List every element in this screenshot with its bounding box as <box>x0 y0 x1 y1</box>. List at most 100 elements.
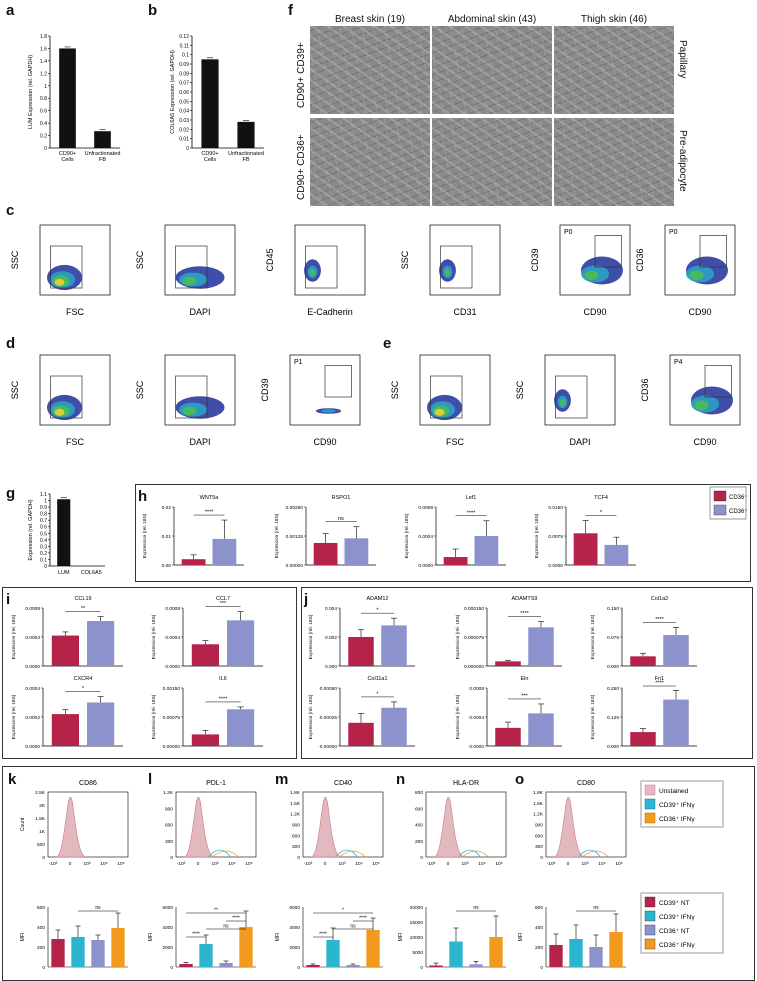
bar <box>191 734 219 746</box>
axis-label: Expression (rel. 18S) <box>11 614 17 659</box>
density-cloud <box>309 269 316 277</box>
tick-label: 0.4 <box>40 538 47 544</box>
panel-label-e: e <box>383 335 392 352</box>
bar <box>227 709 255 746</box>
chart-title: Col11a1 <box>367 676 387 682</box>
bar <box>181 559 206 565</box>
tick-label: 800 <box>415 790 423 796</box>
significance-label: ** <box>214 908 218 914</box>
tick-label: 0.000150 <box>464 606 484 612</box>
row-title: CD90+ CD36+ <box>296 134 307 200</box>
panel-h-box <box>135 484 751 582</box>
density-cloud <box>584 270 599 281</box>
tick-label: 0.1 <box>182 53 189 59</box>
category-label: CD90+ Cells <box>59 151 76 163</box>
panel-label-l: l <box>148 771 153 788</box>
tick-label: 0.0008 <box>469 686 484 692</box>
bar <box>87 621 115 666</box>
tick-label: 0 <box>420 855 423 861</box>
bar <box>573 533 598 565</box>
bar <box>528 627 554 666</box>
bar <box>313 542 338 565</box>
gate-label: P0 <box>669 229 678 236</box>
tick-label: 1.5K <box>290 801 301 807</box>
bar <box>348 722 374 746</box>
tick-label: 2.5K <box>35 790 46 796</box>
category-label: Unfractionated FB <box>228 151 264 163</box>
gate <box>50 245 83 289</box>
axis-label: MFI <box>518 933 524 942</box>
axis-label: FSC <box>66 307 85 317</box>
axis-label: Expression (rel. 18S) <box>274 513 280 558</box>
tick-label: 0.150 <box>607 606 619 612</box>
significance-label: ns <box>593 905 599 911</box>
micrograph <box>554 26 674 114</box>
legend-label: CD39⁺ IFNγ <box>659 802 695 809</box>
legend-label: Unstained <box>659 788 689 795</box>
tick-label: 1.2K <box>290 812 301 818</box>
column-title: Breast skin (19) <box>334 14 406 25</box>
tick-label: 1.4 <box>40 59 47 65</box>
tick-label: 0.0000 <box>548 563 563 569</box>
significance-label: * <box>342 908 344 914</box>
gate <box>699 235 727 268</box>
significance-label: * <box>600 510 603 516</box>
legend-swatch <box>644 784 656 796</box>
tick-label: 500 <box>37 842 45 848</box>
panel-j-charts: 0.000 0.002 0.004 Expression (rel. 18S) ADAM… <box>308 596 697 750</box>
histogram-cd39 <box>578 849 601 858</box>
axis-label: CD90 <box>583 307 606 317</box>
micrograph <box>432 26 552 114</box>
tick-label: 10⁴ <box>598 861 605 867</box>
tick-label: 0.0150 <box>548 505 563 511</box>
axis-label: SSC <box>135 250 145 269</box>
tick-label: 0.0004 <box>165 635 180 641</box>
chart-title: ADAMTS9 <box>512 596 538 602</box>
tick-label: 0.8 <box>40 96 47 102</box>
bar <box>51 635 79 666</box>
tick-label: 0 <box>540 965 543 971</box>
significance-label: **** <box>655 681 664 687</box>
tick-label: -10³ <box>304 861 313 867</box>
density-cloud <box>689 270 704 281</box>
bar <box>179 964 193 967</box>
tick-label: 0.00125 <box>286 534 304 540</box>
bar <box>344 538 369 565</box>
gate-label: P0 <box>564 229 573 236</box>
tick-label: 6000 <box>162 905 173 911</box>
bar <box>495 727 521 746</box>
tick-label: 0.8 <box>40 512 47 518</box>
gate <box>175 375 208 419</box>
bar <box>528 713 554 746</box>
gate <box>324 365 352 398</box>
plot-frame <box>429 224 501 296</box>
panel-label-o: o <box>515 771 525 788</box>
tick-label: 900 <box>292 823 300 829</box>
tick-label: 0.0000 <box>469 744 484 750</box>
tick-label: 0.0000 <box>418 563 433 569</box>
significance-label: **** <box>219 696 228 702</box>
bar <box>366 930 380 967</box>
tick-label: 0.000075 <box>464 635 484 641</box>
tick-label: 0.250 <box>607 686 619 692</box>
legend-label: CD39⁺ IFNγ <box>659 914 695 921</box>
axis-label: DAPI <box>189 307 210 317</box>
legend-swatch <box>644 924 656 936</box>
tick-label: 400 <box>535 925 543 931</box>
significance-label: * <box>82 686 85 692</box>
tick-label: 0.0004 <box>418 534 433 540</box>
legend-label: CD36⁺ <box>729 494 748 501</box>
bar <box>237 121 255 148</box>
axis-label: SSC <box>390 380 400 399</box>
bar <box>59 48 76 148</box>
axis-label: Expression (rel. 18S) <box>590 694 596 739</box>
histogram-unstained <box>183 796 215 858</box>
significance-label: **** <box>359 916 367 922</box>
tick-label: 2000 <box>162 945 173 951</box>
histogram-cd36 <box>339 850 366 858</box>
tick-label: 0.6 <box>40 525 47 531</box>
tick-label: 0 <box>170 855 173 861</box>
significance-label: * <box>376 691 379 697</box>
axis-label: SSC <box>400 250 410 269</box>
